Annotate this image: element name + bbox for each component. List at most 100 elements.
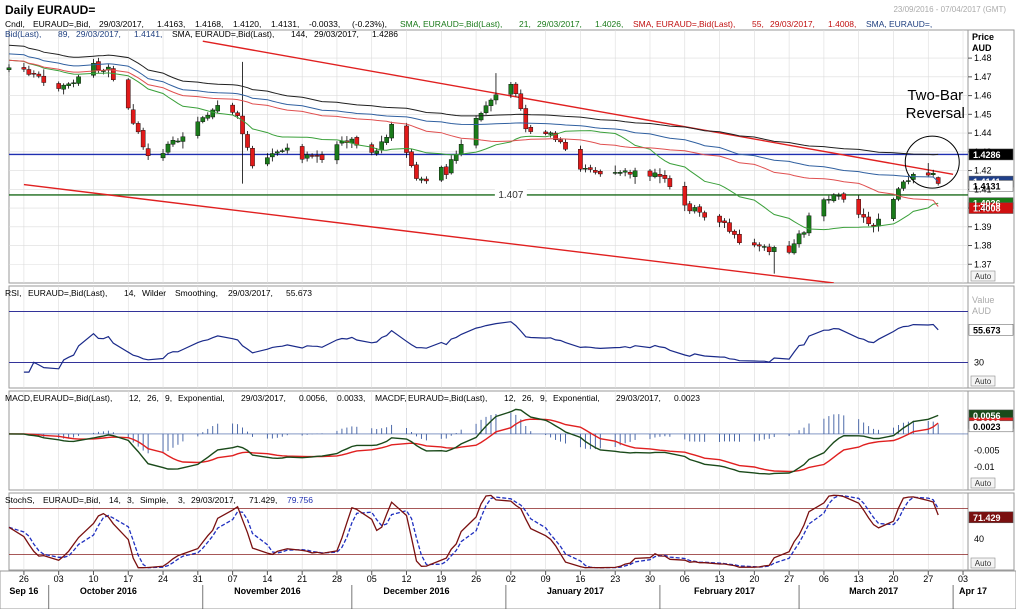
y-tick-label: 1.47 xyxy=(974,72,992,82)
legend-text: Bid(Last), xyxy=(71,288,107,298)
x-tick-label: 17 xyxy=(123,574,133,584)
candle-body xyxy=(160,153,166,159)
legend-text: EURAUD=, xyxy=(33,19,76,29)
candle-body xyxy=(145,148,151,156)
candle-body xyxy=(757,244,762,247)
price-badge xyxy=(968,148,1014,161)
indicator-lines-layer xyxy=(8,44,939,569)
candle-body xyxy=(632,170,638,177)
candle-body xyxy=(31,73,37,75)
x-tick-label: 06 xyxy=(819,574,829,584)
legend-text: 1.4286 xyxy=(372,29,398,39)
level-label-bg xyxy=(494,188,527,201)
x-tick-label: 06 xyxy=(680,574,690,584)
x-month-label: October 2016 xyxy=(80,586,137,596)
x-tick-label: 10 xyxy=(88,574,98,584)
candle-body xyxy=(76,76,81,84)
legend-text: 1.4131, xyxy=(271,19,299,29)
macd-line xyxy=(8,408,939,475)
legend-text: 1.4008, xyxy=(828,19,856,29)
candle-body xyxy=(727,222,732,232)
candle-body xyxy=(319,154,325,160)
stoch-k-line xyxy=(8,494,939,569)
candle-body xyxy=(250,148,255,167)
level-label: 1.407 xyxy=(498,190,523,201)
legend-text: 1.4168, xyxy=(195,19,223,29)
legend-text: 3, xyxy=(178,495,185,505)
y-tick-label: 1.37 xyxy=(974,259,992,269)
candle-body xyxy=(483,105,489,113)
rsi-tick-label: 30 xyxy=(974,358,984,368)
candle-body xyxy=(56,83,61,89)
legend-text: SMA, xyxy=(866,19,887,29)
legend-text: 1.4120, xyxy=(233,19,261,29)
y-axis-title: Price xyxy=(972,32,994,42)
candle-body xyxy=(438,166,444,181)
candle-body xyxy=(558,139,563,143)
candle-body xyxy=(419,178,424,181)
candle-body xyxy=(374,150,379,154)
legend-text: 1.4026, xyxy=(595,19,623,29)
x-tick-label: 27 xyxy=(923,574,933,584)
legend-text: 29/03/2017, xyxy=(537,19,582,29)
y-tick-label: 1.43 xyxy=(974,147,992,157)
legend-text: 144, xyxy=(291,29,308,39)
x-month-label: Apr 17 xyxy=(959,586,987,596)
candle-body xyxy=(617,172,623,174)
legend-text: SMA, xyxy=(633,19,654,29)
x-tick-label: 12 xyxy=(402,574,412,584)
legend-text: 71.429, xyxy=(249,495,277,505)
candle-body xyxy=(528,127,534,132)
labels-layer: Auto Auto Auto Auto 26 03 10 17 24 31 07 14 21 28 05 12… xyxy=(5,19,1001,596)
legend-text: 12, xyxy=(129,393,141,403)
candle-body xyxy=(667,178,673,187)
x-tick-label: 26 xyxy=(19,574,29,584)
axes-layer xyxy=(23,57,1014,609)
x-tick-label: 16 xyxy=(575,574,585,584)
candle-body xyxy=(652,172,658,178)
legend-text: MACDF, xyxy=(375,393,407,403)
candle-body xyxy=(389,123,394,139)
annotation-circle xyxy=(904,135,960,189)
candle-body xyxy=(513,83,519,94)
legend-text: SMA, xyxy=(400,19,421,29)
candle-body xyxy=(866,216,871,225)
rsi-axis-title: Value xyxy=(972,295,994,305)
price-badge xyxy=(968,180,1014,192)
legend-text: Bid(Last), xyxy=(451,393,487,403)
value-badge-text: 0.0056 xyxy=(973,411,1001,421)
legend-text: Cndl, xyxy=(5,19,25,29)
candle-body xyxy=(210,109,216,118)
candle-body xyxy=(717,215,722,223)
sma-line xyxy=(9,44,939,156)
x-month-label: March 2017 xyxy=(849,586,898,596)
auto-label: Auto xyxy=(975,479,992,488)
candle-body xyxy=(737,233,742,243)
price-badge xyxy=(968,202,1014,214)
legend-text: EURAUD=, xyxy=(423,19,466,29)
candle-body xyxy=(627,171,633,175)
candle-body xyxy=(473,118,479,146)
candle-body xyxy=(488,99,494,106)
candle-body xyxy=(692,207,698,212)
y-tick-label: 1.46 xyxy=(974,91,992,101)
candle-body xyxy=(26,69,32,75)
candle-body xyxy=(284,147,290,151)
auto-label: Auto xyxy=(975,272,992,281)
legend-text: Bid(Last), xyxy=(466,19,502,29)
legend-text: Exponential, xyxy=(553,393,600,403)
legend-text: 55, xyxy=(752,19,764,29)
legend-text: EURAUD=, xyxy=(408,393,451,403)
candle-body xyxy=(275,151,280,154)
candle-body xyxy=(806,215,812,234)
candle-body xyxy=(414,164,419,179)
candle-body xyxy=(871,224,876,227)
candle-body xyxy=(896,188,901,200)
candle-body xyxy=(598,171,603,175)
candles-layer xyxy=(6,57,941,274)
candle-body xyxy=(304,154,310,159)
x-tick-label: 13 xyxy=(854,574,864,584)
value-badge-text: 1.4141 xyxy=(973,177,1001,187)
candle-body xyxy=(195,121,201,136)
candle-body xyxy=(493,94,499,101)
